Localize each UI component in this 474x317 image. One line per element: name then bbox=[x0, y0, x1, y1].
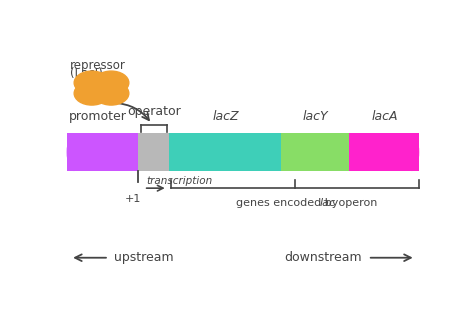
Text: lacY: lacY bbox=[303, 110, 328, 124]
Text: lac: lac bbox=[319, 198, 336, 208]
Ellipse shape bbox=[405, 133, 419, 171]
Text: transcription: transcription bbox=[146, 176, 213, 186]
FancyBboxPatch shape bbox=[169, 133, 282, 171]
Text: lacZ: lacZ bbox=[212, 110, 239, 124]
Text: upstream: upstream bbox=[114, 251, 173, 264]
Text: +1: +1 bbox=[125, 194, 141, 204]
Text: operator: operator bbox=[127, 105, 181, 118]
Text: promoter: promoter bbox=[68, 110, 126, 124]
Circle shape bbox=[74, 71, 109, 94]
FancyBboxPatch shape bbox=[138, 133, 169, 171]
Circle shape bbox=[93, 71, 129, 94]
Text: genes encoded by: genes encoded by bbox=[236, 198, 341, 208]
Circle shape bbox=[93, 82, 129, 105]
FancyBboxPatch shape bbox=[66, 133, 138, 171]
FancyBboxPatch shape bbox=[282, 133, 349, 171]
FancyBboxPatch shape bbox=[349, 133, 419, 171]
Text: (LacI): (LacI) bbox=[70, 67, 102, 80]
Text: downstream: downstream bbox=[285, 251, 362, 264]
Text: lacA: lacA bbox=[371, 110, 398, 124]
Text: repressor: repressor bbox=[70, 59, 126, 72]
Ellipse shape bbox=[66, 133, 82, 171]
Text: operon: operon bbox=[335, 198, 377, 208]
Circle shape bbox=[74, 82, 109, 105]
